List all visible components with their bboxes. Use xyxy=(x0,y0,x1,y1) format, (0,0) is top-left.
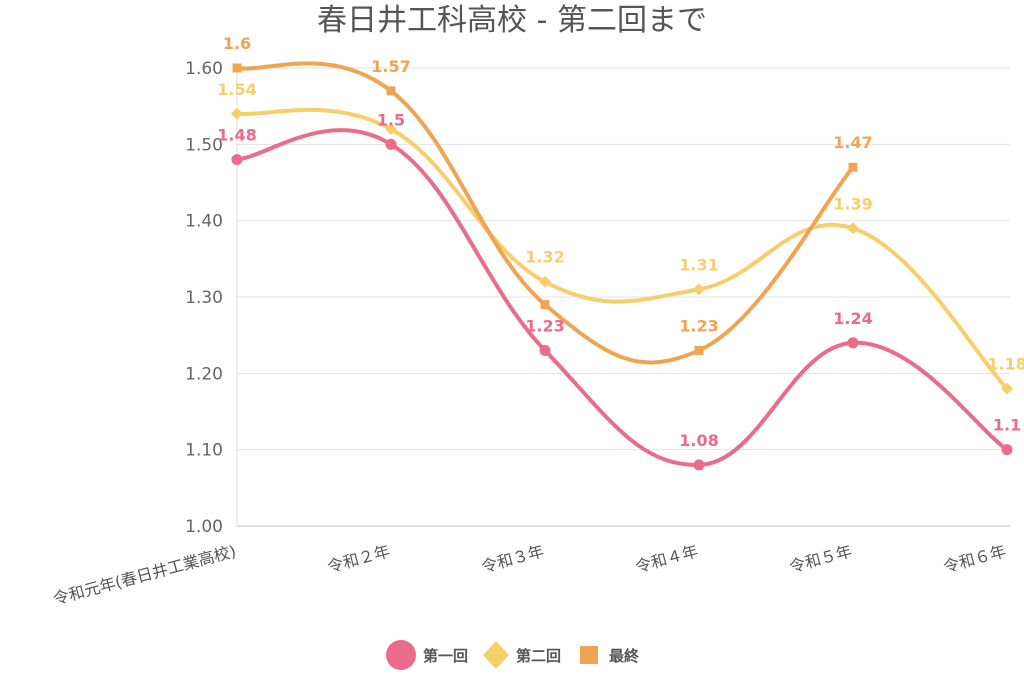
y-tick-label: 1.00 xyxy=(185,517,223,537)
series-lines xyxy=(235,61,1009,467)
circle-marker-icon xyxy=(385,640,416,670)
data-label: 1.1 xyxy=(993,416,1021,435)
data-labels: 1.48 1.5 1.23 1.08 1.24 1.1 1.54 1.32 1.31 1.39 1.… xyxy=(217,34,1024,450)
x-tick-label: 令和６年 xyxy=(941,542,1008,577)
data-point xyxy=(385,123,397,136)
data-label: 1.18 xyxy=(987,355,1024,374)
data-point xyxy=(847,337,859,349)
y-tick-label: 1.30 xyxy=(185,288,223,308)
grid-lines xyxy=(236,67,1010,527)
data-point xyxy=(848,162,858,172)
data-markers xyxy=(231,63,1013,471)
y-tick-label: 1.20 xyxy=(185,364,223,384)
x-tick-label: 令和４年 xyxy=(633,542,700,577)
x-axis: 令和元年(春日井工業高校) 令和２年 令和３年 令和４年 令和５年 令和６年 xyxy=(51,542,1008,609)
data-point xyxy=(385,138,397,150)
chart-title: 春日井工科高校 - 第二回まで xyxy=(317,3,707,38)
diamond-marker-icon xyxy=(482,641,509,669)
x-tick-label: 令和２年 xyxy=(325,542,392,577)
legend-item[interactable]: 最終 xyxy=(575,639,639,671)
legend-item[interactable]: 第二回 xyxy=(482,639,561,671)
data-label: 1.54 xyxy=(217,80,256,99)
legend: 第一回 第二回 最終 xyxy=(0,638,1024,672)
series-line xyxy=(235,107,1009,391)
data-point xyxy=(232,63,242,73)
square-marker-icon xyxy=(580,646,598,664)
legend-item[interactable]: 第一回 xyxy=(385,639,468,671)
data-label: 1.32 xyxy=(525,248,564,267)
y-axis: 1.00 1.10 1.20 1.30 1.40 1.50 1.60 xyxy=(185,59,223,537)
legend-label: 第二回 xyxy=(515,646,561,665)
data-point xyxy=(847,222,859,235)
data-point xyxy=(540,300,550,310)
y-tick-label: 1.60 xyxy=(185,59,223,79)
data-point xyxy=(694,345,704,355)
data-label: 1.31 xyxy=(679,255,718,274)
data-point xyxy=(231,154,243,166)
legend-label: 最終 xyxy=(609,646,640,665)
data-point xyxy=(386,86,396,96)
y-tick-label: 1.50 xyxy=(185,135,223,155)
data-point xyxy=(231,107,243,120)
data-label: 1.47 xyxy=(833,133,872,152)
y-tick-label: 1.40 xyxy=(185,212,223,232)
data-label: 1.08 xyxy=(679,431,718,450)
series-line xyxy=(235,128,1009,467)
x-tick-label: 令和３年 xyxy=(479,542,546,577)
data-label: 1.57 xyxy=(371,57,410,76)
data-point xyxy=(1001,444,1013,456)
data-point xyxy=(539,275,551,288)
data-point xyxy=(1001,382,1013,395)
x-tick-label: 令和元年(春日井工業高校) xyxy=(51,542,238,609)
data-label: 1.23 xyxy=(525,316,564,335)
data-label: 1.48 xyxy=(217,126,256,145)
data-point xyxy=(693,459,705,471)
y-tick-label: 1.10 xyxy=(185,441,223,461)
data-label: 1.24 xyxy=(833,309,872,328)
data-label: 1.39 xyxy=(833,194,872,213)
legend-label: 第一回 xyxy=(422,646,468,665)
data-point xyxy=(693,283,705,296)
data-label: 1.6 xyxy=(223,34,251,53)
data-point xyxy=(539,344,551,356)
data-label: 1.5 xyxy=(377,110,405,129)
x-tick-label: 令和５年 xyxy=(787,542,854,577)
data-label: 1.23 xyxy=(679,316,718,335)
